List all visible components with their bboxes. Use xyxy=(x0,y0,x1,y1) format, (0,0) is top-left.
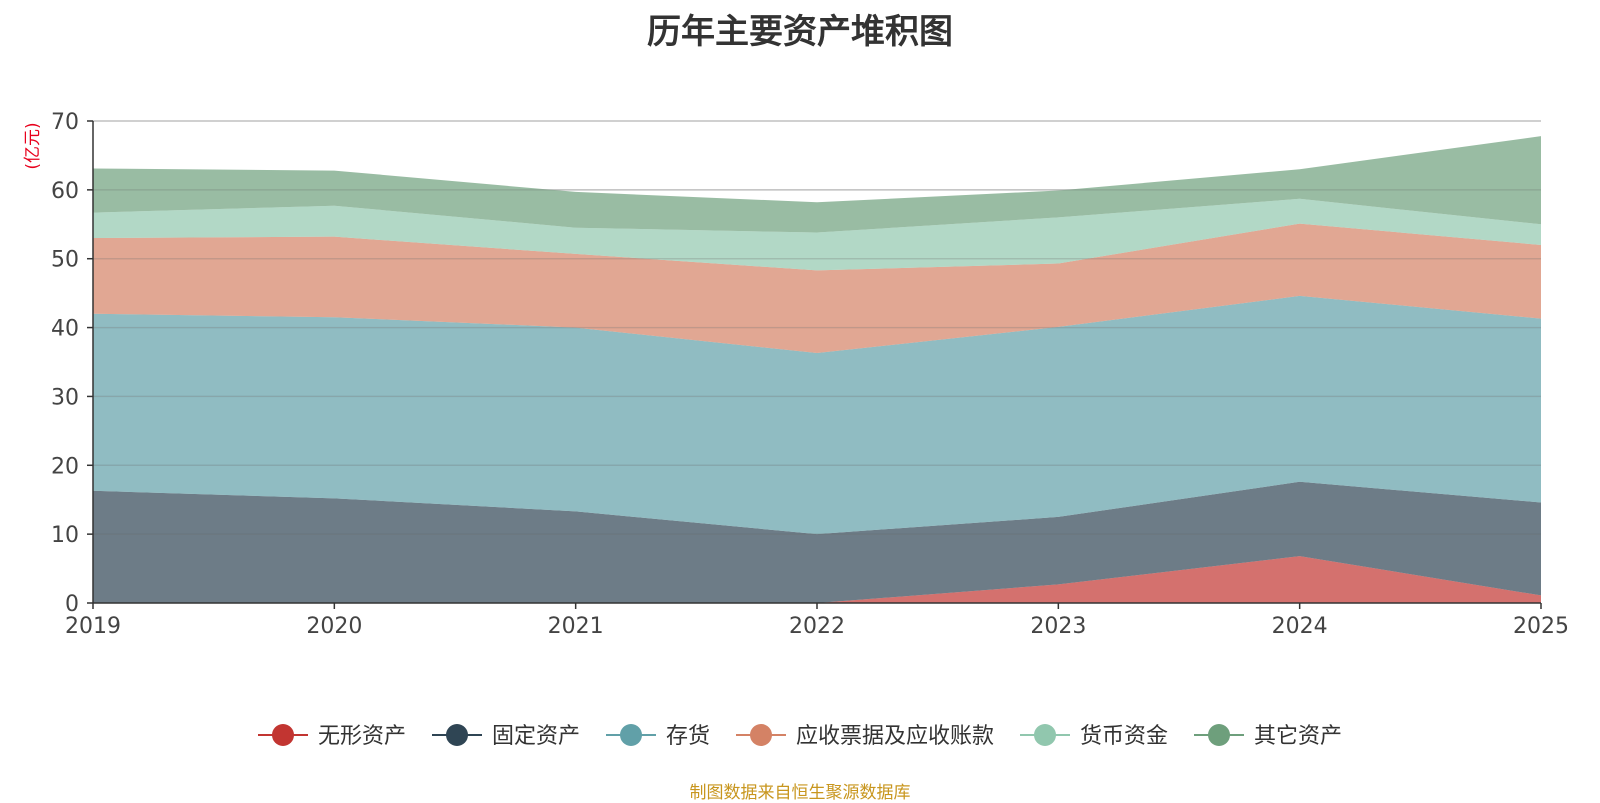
x-tick-label: 2022 xyxy=(789,614,845,639)
legend-item-5[interactable]: 货币资金 xyxy=(1020,724,1168,749)
y-tick-label: 60 xyxy=(51,179,79,204)
legend-item-6[interactable]: 其它资产 xyxy=(1194,724,1342,749)
legend-item-3[interactable]: 存货 xyxy=(606,724,710,749)
y-tick-label: 40 xyxy=(51,317,79,342)
y-tick-label: 20 xyxy=(51,454,79,479)
area-series-6 xyxy=(93,136,1541,233)
x-tick-label: 2025 xyxy=(1513,614,1569,639)
area-series-1 xyxy=(93,556,1541,603)
legend-circle-icon xyxy=(1208,724,1230,746)
x-tick-label: 2021 xyxy=(548,614,604,639)
legend-label: 固定资产 xyxy=(492,724,580,749)
x-tick-label: 2023 xyxy=(1030,614,1086,639)
legend-item-4[interactable]: 应收票据及应收账款 xyxy=(736,724,994,749)
x-tick-label: 2024 xyxy=(1272,614,1328,639)
y-tick-label: 10 xyxy=(51,523,79,548)
area-layer xyxy=(93,120,1541,603)
x-tick-label: 2019 xyxy=(65,614,121,639)
legend-circle-icon xyxy=(750,724,772,746)
y-tick-label: 50 xyxy=(51,248,79,273)
y-tick-label: 70 xyxy=(51,110,79,135)
area-series-4 xyxy=(93,223,1541,354)
legend-label: 无形资产 xyxy=(318,724,406,749)
legend-item-2[interactable]: 固定资产 xyxy=(432,724,580,749)
y-tick-label: 30 xyxy=(51,385,79,410)
axis-layer: 0 10 20 30 40 50 60 70 2019 2020 2021 2022 2023 2024 2… xyxy=(51,110,1569,639)
legend-circle-icon xyxy=(1034,724,1056,746)
legend-circle-icon xyxy=(272,724,294,746)
area-series-5 xyxy=(93,198,1541,271)
chart-title: 历年主要资产堆积图 xyxy=(647,12,953,52)
area-series-3 xyxy=(93,295,1541,535)
legend-item-1[interactable]: 无形资产 xyxy=(258,724,406,749)
legend: 无形资产 固定资产 存货 应收票据及应收账款 货币资金 其它资产 xyxy=(258,724,1342,749)
legend-label: 应收票据及应收账款 xyxy=(796,724,994,749)
x-tick-label: 2020 xyxy=(306,614,362,639)
source-note: 制图数据来自恒生聚源数据库 xyxy=(689,783,911,803)
y-tick-label: 0 xyxy=(65,592,79,617)
legend-label: 存货 xyxy=(666,724,710,749)
legend-label: 其它资产 xyxy=(1254,724,1342,749)
legend-circle-icon xyxy=(620,724,642,746)
y-axis-unit-label: (亿元) xyxy=(23,122,43,169)
legend-label: 货币资金 xyxy=(1080,724,1168,749)
legend-circle-icon xyxy=(446,724,468,746)
area-series-2 xyxy=(93,481,1541,603)
